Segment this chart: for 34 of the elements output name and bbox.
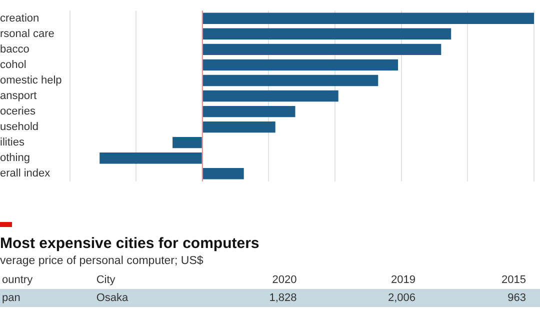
y-tick-label: creation	[0, 12, 40, 24]
category-label: 2015	[500, 273, 527, 288]
y-tick-label: oceries	[0, 106, 36, 118]
bar	[202, 90, 338, 102]
y-tick-label: ansport	[0, 90, 37, 102]
y-tick-label: rsonal care	[0, 28, 54, 40]
bar	[202, 28, 452, 40]
bar	[172, 136, 202, 148]
y-tick-label: ilities	[0, 136, 25, 149]
y-tick-label: usehold	[0, 121, 39, 134]
text: Osaka	[94, 289, 192, 307]
bar	[202, 44, 442, 56]
text: 963	[430, 289, 540, 307]
bar	[202, 12, 534, 24]
text: verage price of personal computer; US$	[0, 255, 204, 267]
bar	[202, 168, 244, 180]
category-label: 2019	[390, 273, 417, 288]
bar	[100, 152, 202, 164]
text: Most expensive cities for computers	[0, 235, 260, 252]
category-label: City	[95, 273, 116, 288]
y-tick-label: erall index	[0, 168, 51, 180]
text: pan	[0, 289, 94, 307]
y-tick-label: bacco	[0, 43, 30, 56]
y-tick-label: othing	[0, 152, 30, 164]
text: 2,006	[310, 289, 430, 307]
text: 1,828	[192, 289, 311, 307]
category-label: 2020	[271, 273, 298, 288]
bar	[202, 59, 398, 71]
bar	[202, 106, 296, 118]
bar	[202, 121, 276, 133]
category-label: ountry	[1, 273, 34, 288]
y-tick-label: omestic help	[0, 74, 62, 87]
bar	[202, 74, 378, 86]
y-tick-label: cohol	[0, 58, 26, 71]
